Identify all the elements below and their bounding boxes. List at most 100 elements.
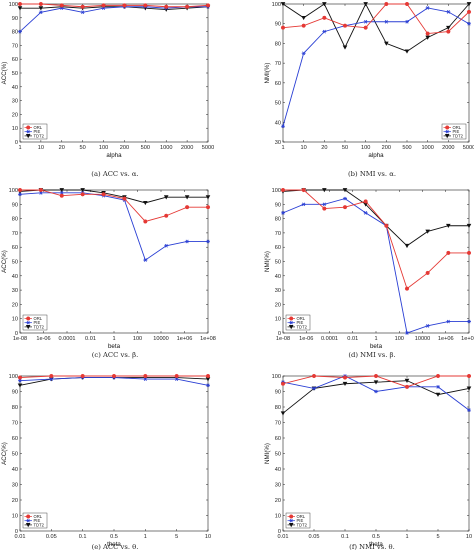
x-tick-label: 2000: [442, 145, 454, 151]
x-tick-label: 1e+08: [461, 336, 474, 342]
point-tdt2: [404, 243, 410, 249]
point-pie: [301, 202, 306, 207]
x-tick-label: 50: [342, 145, 348, 151]
y-tick-label: 70: [12, 421, 18, 427]
point-pie: [164, 243, 169, 248]
point-tdt2: [435, 392, 441, 397]
legend-marker-orl: [445, 125, 450, 130]
point-tdt2: [342, 45, 348, 50]
y-tick-label: 60: [275, 436, 281, 442]
y-tick-label: 100: [272, 2, 281, 8]
legend-marker-pie: [26, 320, 31, 325]
point-orl: [143, 219, 148, 224]
point-orl: [342, 205, 348, 210]
y-tick-label: 80: [12, 30, 18, 36]
point-tdt2: [322, 188, 327, 193]
legend-marker-pie: [289, 320, 294, 325]
point-tdt2: [404, 378, 410, 383]
y-tick-label: 60: [12, 57, 18, 63]
x-tick-label: 1e-06: [36, 336, 50, 342]
y-axis-label: ACC(%): [1, 442, 8, 465]
point-pie: [185, 239, 190, 244]
x-tick-label: 5000: [202, 145, 214, 151]
point-tdt2: [38, 6, 44, 11]
x-tick-label: 20: [321, 145, 327, 151]
y-tick-label: 10: [12, 514, 18, 520]
point-orl: [404, 384, 410, 389]
chart-caption: (a) ACC vs. α.: [91, 170, 138, 178]
point-orl: [466, 373, 472, 379]
point-tdt2: [163, 195, 169, 200]
chart-caption: (f) NMI vs. θ.: [349, 543, 395, 551]
point-orl: [17, 187, 23, 193]
chart-6: 0 10 20 30 40 50 60 70 80 90 100 0.01 0.05 0.1 0.5 1 5 10…: [264, 373, 472, 551]
x-tick-label: 2000: [181, 145, 193, 151]
plot-frame: [282, 189, 470, 334]
point-tdt2: [322, 2, 327, 7]
legend-label-tdt2: TDT2: [34, 522, 45, 527]
y-tick-label: 50: [12, 260, 18, 266]
x-tick-label: 0.01: [85, 336, 96, 342]
y-tick-label: 40: [275, 467, 281, 473]
point-pie: [446, 10, 451, 14]
legend-marker-tdt2: [25, 523, 31, 528]
legend-marker-pie: [445, 129, 450, 134]
point-tdt2: [143, 6, 148, 11]
y-tick-label: 10: [12, 126, 18, 132]
point-orl: [59, 193, 64, 198]
plot-frame: [282, 375, 470, 532]
y-tick-label: 80: [275, 405, 281, 411]
x-tick-label: 1e-08: [13, 336, 27, 342]
point-tdt2: [205, 377, 211, 382]
x-axis-label: alpha: [106, 152, 122, 159]
point-tdt2: [301, 15, 306, 21]
legend-label-pie: PIE: [34, 129, 41, 134]
y-tick-label: 50: [275, 101, 281, 107]
x-tick-label: 1e-08: [276, 336, 290, 342]
y-tick-label: 30: [12, 483, 18, 489]
x-tick-label: 5: [436, 534, 439, 540]
y-tick-label: 90: [275, 202, 281, 208]
point-orl: [205, 373, 211, 379]
point-tdt2: [425, 229, 430, 234]
point-tdt2: [342, 381, 348, 387]
point-pie: [405, 331, 409, 335]
point-pie: [312, 386, 316, 391]
point-orl: [205, 3, 211, 8]
x-tick-label: 10000: [415, 336, 431, 342]
point-tdt2: [363, 202, 368, 207]
plot-frame: [282, 3, 470, 143]
x-tick-label: 1: [144, 534, 147, 540]
legend-marker-tdt2: [288, 325, 294, 330]
legend-label-tdt2: TDT2: [453, 133, 464, 138]
legend-marker-pie: [289, 518, 294, 523]
x-tick-label: 0.01: [278, 534, 289, 540]
y-tick-label: 50: [275, 260, 281, 266]
point-orl: [80, 373, 85, 379]
x-axis-label: beta: [370, 343, 383, 350]
y-tick-label: 0: [15, 529, 18, 535]
chart-caption: (d) NMI vs. β.: [348, 351, 395, 359]
y-tick-label: 60: [275, 245, 281, 251]
x-tick-label: 0.01: [15, 534, 26, 540]
y-tick-label: 80: [275, 217, 281, 223]
chart-3: 0 10 20 30 40 50 60 70 80 90 100 1e-08 1e-06 0.0001 0.…: [1, 187, 216, 359]
point-pie: [38, 10, 43, 15]
point-tdt2: [404, 49, 410, 54]
point-orl: [185, 4, 190, 9]
point-pie: [467, 21, 471, 26]
x-tick-label: 10: [205, 534, 211, 540]
point-pie: [143, 258, 148, 262]
x-tick-label: 50: [80, 145, 86, 151]
x-tick-label: 0.0001: [58, 336, 75, 342]
x-tick-label: 1: [374, 336, 377, 342]
point-pie: [206, 383, 210, 388]
legend-marker-pie: [26, 129, 31, 134]
y-tick-label: 20: [12, 302, 18, 308]
y-tick-label: 10: [275, 317, 281, 323]
y-tick-label: 50: [12, 452, 18, 458]
point-orl: [311, 373, 317, 379]
legend-marker-orl: [289, 316, 294, 321]
point-pie: [206, 239, 210, 244]
